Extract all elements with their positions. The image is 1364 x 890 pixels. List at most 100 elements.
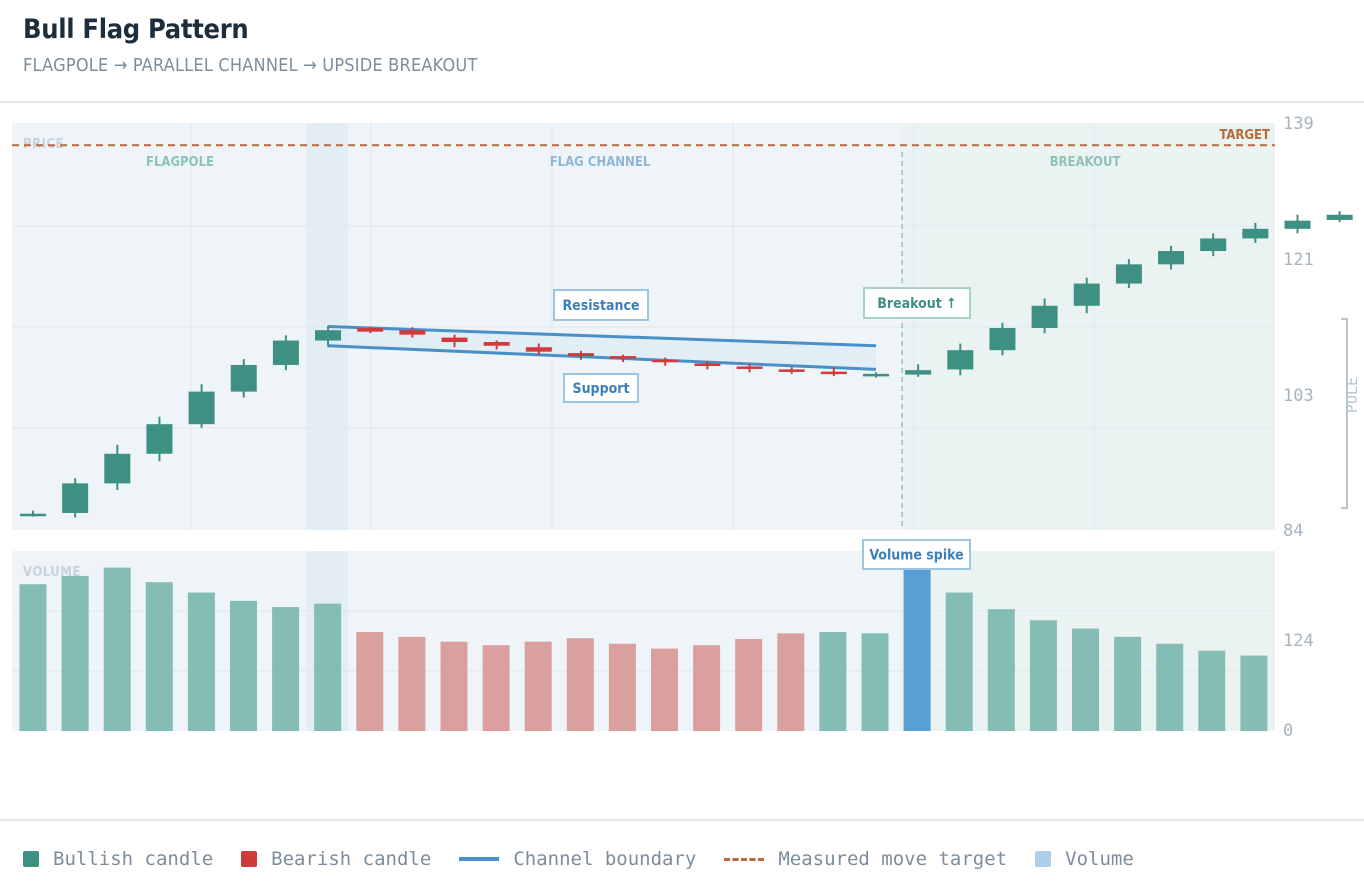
bearish-swatch (241, 851, 258, 867)
bullish-candle (1158, 245, 1185, 270)
volume-bar (272, 607, 300, 731)
volume-spike-annotation: Volume spike (862, 539, 971, 570)
legend-label: Volume (1065, 848, 1134, 870)
candle-body (1200, 238, 1227, 252)
chart-area: PRICE FLAGPOLE FLAG CHANNEL BREAKOUT TARGET R… (12, 114, 1361, 741)
legend: Bullish candle Bearish candle Channel bo… (23, 848, 1162, 870)
volume-bar (1240, 655, 1268, 731)
target-swatch (724, 857, 765, 861)
candle-body (1158, 251, 1185, 265)
candle-body (20, 513, 46, 517)
bullish-candle (146, 416, 173, 462)
annotation-text: Resistance (562, 298, 639, 314)
candle-body (525, 347, 552, 352)
annotation-text: Volume spike (869, 548, 963, 564)
volume-bar (861, 633, 889, 731)
legend-item-target: Measured move target (724, 848, 1007, 870)
candle-body (272, 340, 299, 365)
volume-bar (356, 632, 384, 731)
candle-body (1284, 220, 1311, 229)
candle-body (146, 424, 173, 454)
volume-bar (693, 645, 721, 731)
chart-header: Bull Flag Pattern FLAGPOLE → PARALLEL CH… (0, 0, 1364, 103)
volume-bar (482, 645, 510, 731)
candle-body (1115, 264, 1142, 284)
volume-bar (819, 632, 847, 731)
volume-bar (566, 638, 594, 731)
legend-label: Bearish candle (271, 848, 432, 870)
legend-label: Measured move target (778, 848, 1008, 870)
candle-body (610, 356, 637, 359)
annotation-box (863, 287, 971, 319)
legend-item-channel: Channel boundary (459, 848, 696, 870)
volume-bar (777, 633, 805, 731)
volume-bar (145, 582, 173, 731)
price-tick-label: 103 (1283, 386, 1314, 406)
bullish-candle (62, 478, 89, 518)
breakout-annotation: Breakout ↑ (863, 287, 971, 319)
bullish-candle (104, 444, 131, 491)
volume-bar (1072, 628, 1099, 731)
candle-body (652, 359, 679, 363)
bullish-candle (272, 335, 299, 371)
candle-body (483, 342, 510, 346)
bearish-candle (441, 334, 468, 348)
volume-bar (651, 648, 678, 731)
bearish-candle (820, 367, 847, 377)
candle-body (567, 353, 594, 357)
candle-body (357, 327, 384, 332)
legend-label: Channel boundary (513, 848, 697, 870)
candle-body (1242, 228, 1269, 239)
candle-body (989, 327, 1016, 351)
price-tick-label: 121 (1283, 250, 1314, 270)
candle-body (1073, 283, 1100, 306)
volume-bar (945, 592, 973, 731)
volume-bar (314, 603, 342, 731)
volume-bar (1198, 650, 1226, 731)
volume-bar (735, 638, 763, 731)
candle-body (104, 453, 131, 484)
candle-body (399, 330, 426, 335)
support-annotation: Support (563, 373, 639, 403)
bullish-candle (20, 510, 46, 517)
channel-swatch (459, 857, 500, 861)
bearish-candle (567, 350, 594, 360)
legend-item-volume: Volume (1035, 848, 1134, 870)
bullish-candle (315, 325, 342, 347)
chart-subtitle: FLAGPOLE → PARALLEL CHANNEL → UPSIDE BRE… (23, 55, 478, 76)
volume-bar (103, 567, 131, 731)
volume-bar (398, 636, 426, 731)
channel-fill (328, 326, 876, 370)
bearish-candle (483, 340, 510, 350)
price-panel-label: PRICE (23, 137, 64, 152)
annotation-box (563, 373, 639, 403)
volume-tick-label: 124 (1283, 631, 1314, 651)
bullish-candle (1200, 233, 1227, 257)
candle-body (778, 369, 805, 372)
legend-item-bullish: Bullish candle (23, 848, 213, 870)
annotation-box (862, 539, 971, 570)
support-line (327, 344, 877, 371)
volume-bar (608, 643, 636, 731)
pole-label: POLE (1343, 377, 1361, 413)
candle-body (230, 364, 257, 392)
candle-body (863, 373, 889, 377)
volume-bar (1156, 643, 1184, 731)
volume-swatch (1035, 851, 1052, 867)
legend-bar: Bullish candle Bearish candle Channel bo… (0, 819, 1364, 890)
volume-tick-label: 0 (1283, 721, 1293, 741)
pole-bracket (1341, 318, 1348, 509)
target-label: TARGET (1219, 128, 1270, 143)
bullish-candle (230, 359, 257, 398)
candle-body (62, 483, 89, 513)
chart-title: Bull Flag Pattern (23, 14, 249, 45)
candle-body (947, 350, 974, 370)
bullish-candle (947, 343, 974, 376)
bullish-candle (1284, 214, 1311, 234)
zone-label-flag-channel: FLAG CHANNEL (550, 155, 651, 170)
bearish-candle (525, 343, 552, 356)
price-tick-label: 139 (1283, 114, 1314, 134)
volume-bar (61, 575, 89, 731)
bullish-candle (1326, 211, 1353, 223)
bearish-candle (778, 367, 805, 374)
